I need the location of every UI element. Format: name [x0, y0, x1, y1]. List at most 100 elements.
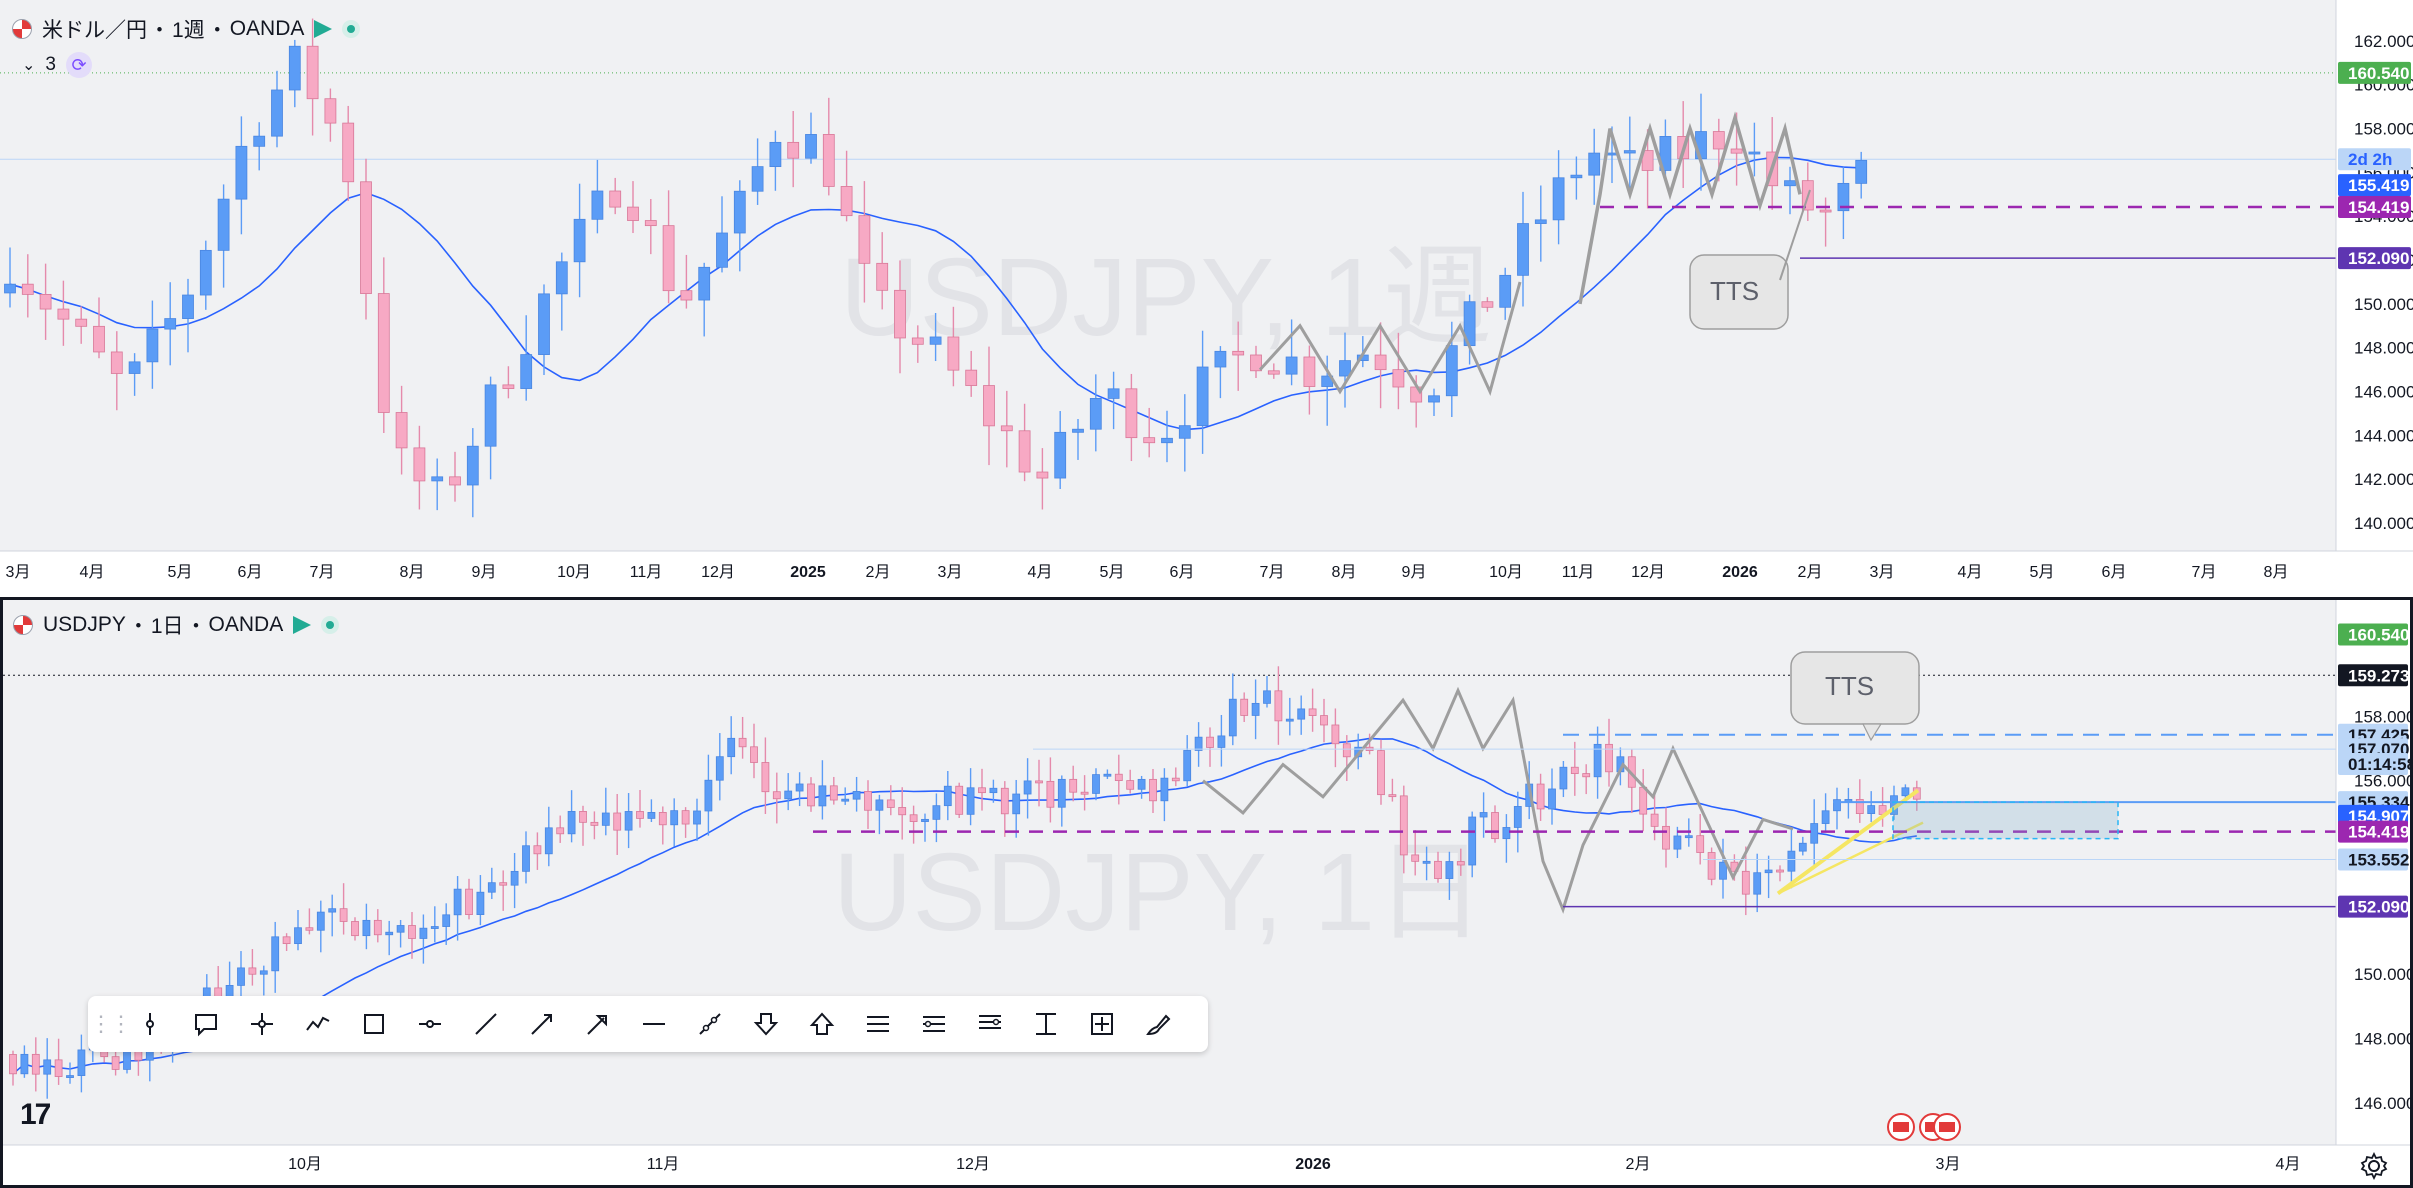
- tradingview-logo-icon[interactable]: 17: [20, 1098, 51, 1131]
- legend-sep: ・: [206, 19, 228, 42]
- candle-body: [1901, 787, 1910, 797]
- time-tick-label: 7月: [1260, 564, 1285, 581]
- price-axis: [2336, 0, 2413, 551]
- arrow-down-tool-button[interactable]: [738, 996, 794, 1052]
- market-status-icon[interactable]: [321, 616, 340, 634]
- brush-tool-button[interactable]: [1130, 996, 1186, 1052]
- candle-body: [716, 232, 728, 268]
- sync-icon[interactable]: ⟳: [65, 52, 92, 78]
- time-tick-label: 4月: [2276, 1156, 2301, 1173]
- weekly-chart-canvas[interactable]: USDJPY, 1週 TTS162.000160.000158.000156.00…: [0, 0, 2413, 597]
- info-line-tool-button[interactable]: [682, 996, 738, 1052]
- candle-body: [1730, 148, 1743, 154]
- daily-chart-canvas[interactable]: USDJPY, 1日 TTS 158.000 156.000 150.000 148.00…: [3, 600, 2410, 1185]
- flag-icon[interactable]: [314, 20, 333, 38]
- daily-chart-legend[interactable]: USDJPY ・ 1日・ OANDA: [13, 610, 340, 640]
- callout-tool-button[interactable]: [178, 996, 234, 1052]
- price-range-tool-button[interactable]: [1018, 996, 1074, 1052]
- time-tick-label: 2026: [1722, 564, 1758, 581]
- legend-sep: ・: [149, 19, 170, 42]
- candle-body: [339, 908, 348, 922]
- rectangle-tool-button[interactable]: [346, 996, 402, 1052]
- candle-body: [1582, 773, 1591, 778]
- candle-body: [1741, 870, 1750, 895]
- horizontal-ray-tool-button[interactable]: [402, 996, 458, 1052]
- market-status-icon[interactable]: [342, 20, 361, 38]
- candle-body: [1023, 780, 1032, 795]
- candle-body: [921, 818, 929, 822]
- chevron-down-icon[interactable]: ⌄: [22, 57, 36, 74]
- candle-body: [894, 289, 906, 339]
- arrow-tool-button[interactable]: [514, 996, 570, 1052]
- event-flag-icon: [1939, 1122, 1955, 1132]
- candle-body: [818, 785, 827, 807]
- time-tick-label: 5月: [2030, 564, 2055, 581]
- price-tick-label: 162.000: [2354, 32, 2413, 51]
- time-tick-label: 9月: [472, 564, 497, 581]
- candle-body: [1491, 812, 1499, 840]
- candle-body: [627, 206, 639, 221]
- candle-body: [1399, 795, 1408, 856]
- candle-body: [567, 810, 576, 835]
- candle-body: [1623, 150, 1636, 154]
- candle-body: [1107, 388, 1120, 399]
- drag-handle-icon[interactable]: ⋮⋮: [90, 1011, 132, 1036]
- weekly-chart-legend[interactable]: 米ドル／円・ 1週・ OANDA: [12, 14, 361, 44]
- parallel-channel-tool-button[interactable]: [850, 996, 906, 1052]
- candle-body: [1748, 151, 1761, 155]
- info-line-icon: [699, 1013, 721, 1035]
- candle-body: [978, 787, 986, 794]
- time-tick-label: 9月: [1402, 564, 1427, 581]
- candle-body: [1228, 698, 1237, 737]
- candle-body: [662, 225, 675, 292]
- candle-body: [1377, 750, 1385, 796]
- candle-body: [965, 369, 978, 386]
- vertical-line-tool-button[interactable]: [122, 996, 178, 1052]
- price-tick-label: 144.000: [2354, 426, 2413, 445]
- candle-body: [1517, 223, 1529, 276]
- candle-body: [1650, 813, 1659, 827]
- date-price-range-tool-button[interactable]: [1074, 996, 1130, 1052]
- candle-body: [1422, 860, 1431, 864]
- price-label: 01:14:58: [2348, 755, 2410, 774]
- pitchfork-tool-button[interactable]: [906, 996, 962, 1052]
- price-label: 154.419: [2348, 198, 2409, 217]
- candle-body: [1855, 799, 1864, 814]
- candle-body: [484, 384, 497, 447]
- candle-body: [1428, 395, 1440, 403]
- trend-line-tool-button[interactable]: [458, 996, 514, 1052]
- candle-body: [93, 325, 105, 353]
- fib-retracement-tool-button[interactable]: [962, 996, 1018, 1052]
- candle-body: [1570, 174, 1583, 179]
- cross-line-tool-button[interactable]: [234, 996, 290, 1052]
- candle-body: [829, 785, 838, 801]
- candle-body: [1285, 718, 1294, 722]
- candle-body: [199, 249, 212, 296]
- flag-icon[interactable]: [293, 616, 312, 634]
- candle-body: [1764, 869, 1773, 874]
- arrow-marker-tool-button[interactable]: [570, 996, 626, 1052]
- candle-body: [1434, 860, 1442, 879]
- price-label-bg: [2338, 848, 2408, 871]
- arrow-up-tool-button[interactable]: [794, 996, 850, 1052]
- weekly-chart-pane[interactable]: USDJPY, 1週 TTS 162.000 160.000 158.000 156.00…: [0, 0, 2413, 597]
- daily-chart-pane[interactable]: USDJPY, 1日 TTS 158.000 156.000 150.000 148.00…: [0, 597, 2413, 1188]
- candle-body: [932, 805, 941, 820]
- drawing-toolbar[interactable]: ⋮⋮: [88, 996, 1208, 1052]
- candle-body: [487, 882, 496, 893]
- candle-body: [31, 1053, 40, 1075]
- path-tool-button[interactable]: [290, 996, 346, 1052]
- settings-gear-icon[interactable]: [2360, 1152, 2388, 1180]
- candle-body: [772, 791, 781, 800]
- cross-line-icon: [251, 1013, 273, 1035]
- candle-body: [733, 190, 746, 234]
- indicators-toggle[interactable]: ⌄ 3 ⟳: [22, 52, 92, 78]
- candle-body: [1374, 354, 1387, 371]
- candle-body: [1263, 690, 1271, 704]
- candle-body: [1753, 872, 1762, 895]
- time-tick-label: 4月: [80, 564, 105, 581]
- price-tick-label: 148.000: [2354, 339, 2413, 358]
- horizontal-line-tool-button[interactable]: [626, 996, 682, 1052]
- callout-icon: [195, 1014, 217, 1037]
- candle-body: [1479, 812, 1488, 818]
